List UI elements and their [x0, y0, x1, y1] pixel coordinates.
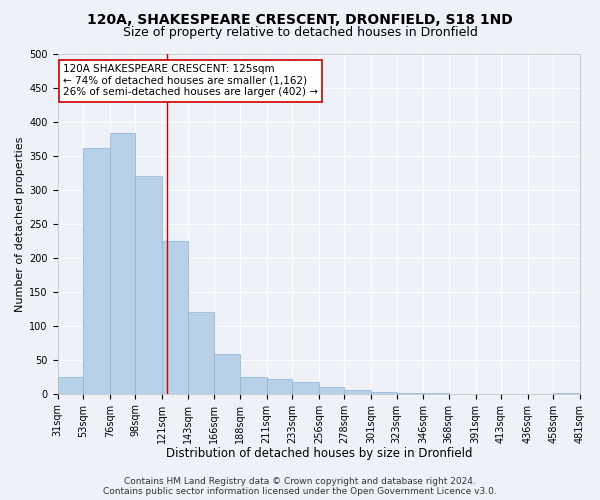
Bar — [397, 393, 423, 394]
Bar — [110, 134, 136, 394]
Bar — [214, 354, 240, 394]
Bar — [319, 387, 344, 394]
Bar — [292, 382, 319, 394]
Text: Size of property relative to detached houses in Dronfield: Size of property relative to detached ho… — [122, 26, 478, 39]
Bar — [553, 393, 580, 394]
X-axis label: Distribution of detached houses by size in Dronfield: Distribution of detached houses by size … — [166, 447, 472, 460]
Text: 120A, SHAKESPEARE CRESCENT, DRONFIELD, S18 1ND: 120A, SHAKESPEARE CRESCENT, DRONFIELD, S… — [87, 12, 513, 26]
Bar — [371, 392, 397, 394]
Text: 120A SHAKESPEARE CRESCENT: 125sqm
← 74% of detached houses are smaller (1,162)
2: 120A SHAKESPEARE CRESCENT: 125sqm ← 74% … — [63, 64, 318, 98]
Bar — [136, 176, 162, 394]
Y-axis label: Number of detached properties: Number of detached properties — [15, 136, 25, 312]
Bar — [188, 312, 214, 394]
Bar — [83, 148, 110, 394]
Bar — [266, 379, 292, 394]
Text: Contains HM Land Registry data © Crown copyright and database right 2024.
Contai: Contains HM Land Registry data © Crown c… — [103, 476, 497, 496]
Bar — [240, 376, 266, 394]
Bar — [58, 376, 83, 394]
Bar — [423, 393, 449, 394]
Bar — [162, 241, 188, 394]
Bar — [344, 390, 371, 394]
